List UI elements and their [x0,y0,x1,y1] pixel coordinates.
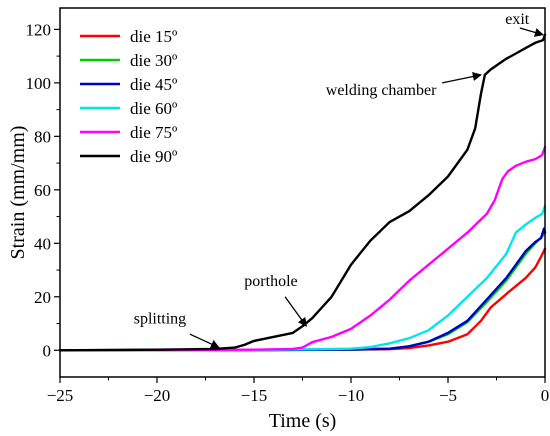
annotation-label: exit [505,11,530,28]
annotation-arrow [284,296,307,327]
annotation-label: splitting [134,311,186,328]
x-tick-label: −5 [439,386,457,405]
legend-label-3: die 60º [130,99,177,118]
y-tick-label: 80 [34,127,51,146]
series-line-5 [58,33,547,352]
series-line-0 [58,247,547,352]
y-axis-title: Strain (mm/mm) [7,126,29,260]
y-tick-label: 0 [43,341,52,360]
annotation-arrow [189,333,220,349]
annotation-layer: exit welding chamber porthole splitting [134,11,544,349]
legend-label-4: die 75º [130,123,177,142]
series-layer [58,33,547,352]
annotation-arrow [442,72,482,84]
x-tick-label: −25 [47,386,74,405]
x-tick-label: 0 [541,386,550,405]
x-axis-title: Time (s) [269,410,337,432]
series-line-2 [58,227,547,352]
legend-label-1: die 30º [130,51,177,70]
y-axis-ticks: 0 20 40 60 80 100 120 [26,20,60,360]
y-tick-label: 60 [34,181,51,200]
annotation-label: welding chamber [326,82,437,99]
y-tick-label: 40 [34,234,51,253]
series-line-4 [58,145,547,352]
x-tick-label: −10 [338,386,365,405]
y-tick-label: 20 [34,288,51,307]
y-tick-label: 120 [26,20,52,39]
annotation-arrow [519,27,544,37]
annotation-label: porthole [244,273,297,290]
x-axis-ticks: −25 −20 −15 −10 −5 0 [47,377,550,405]
legend-label-0: die 15º [130,27,177,46]
legend: die 15º die 30º die 45º die 60º die 75º die 9… [80,27,177,166]
x-tick-label: −20 [144,386,171,405]
x-tick-label: −15 [241,386,268,405]
series-line-3 [58,204,547,352]
y-tick-label: 100 [26,74,52,93]
legend-label-5: die 90º [130,147,177,166]
legend-label-2: die 45º [130,75,177,94]
